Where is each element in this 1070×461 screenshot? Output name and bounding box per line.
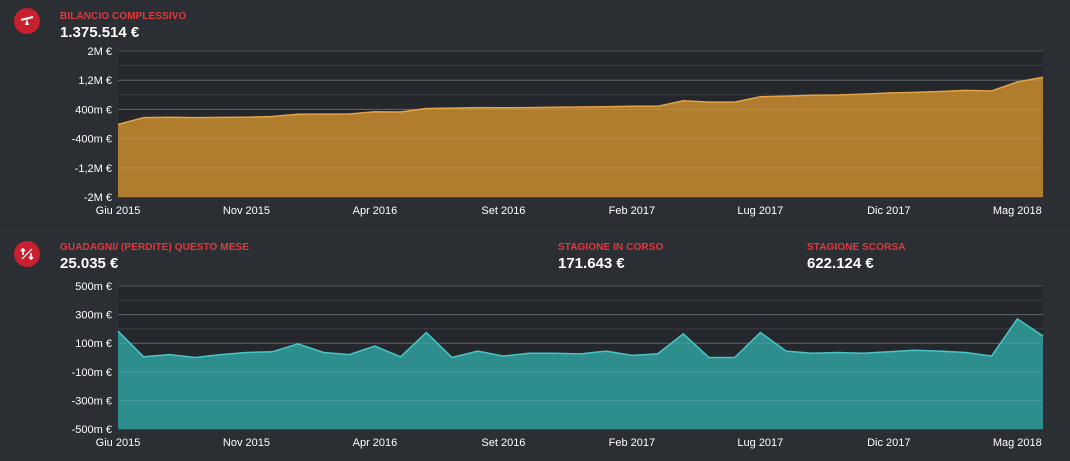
x-tick-label: Set 2016	[481, 205, 525, 217]
x-tick-label: Nov 2015	[223, 205, 270, 217]
x-tick-label: Set 2016	[481, 437, 525, 449]
y-tick-label: 1,2M €	[78, 75, 112, 87]
x-tick-label: Nov 2015	[223, 437, 270, 449]
y-tick-label: -1,2M €	[75, 163, 112, 175]
x-tick-label: Dic 2017	[867, 437, 910, 449]
income-section: GUADAGNI/ (PERDITE) QUESTO MESE 25.035 €…	[0, 230, 1070, 461]
x-tick-label: Giu 2015	[96, 437, 141, 449]
balance-section: BILANCIO COMPLESSIVO 1.375.514 € 2M €1,2…	[0, 0, 1070, 230]
y-tick-label: 500m €	[75, 281, 112, 293]
y-tick-label: -400m €	[72, 134, 112, 146]
x-tick-label: Feb 2017	[609, 437, 655, 449]
x-tick-label: Lug 2017	[737, 437, 783, 449]
y-tick-label: -100m €	[72, 367, 112, 379]
y-tick-label: 400m €	[75, 104, 112, 116]
x-tick-label: Mag 2018	[993, 437, 1042, 449]
y-tick-label: 300m €	[75, 310, 112, 322]
x-tick-label: Lug 2017	[737, 205, 783, 217]
x-tick-label: Dic 2017	[867, 205, 910, 217]
y-tick-label: -2M €	[84, 192, 112, 204]
x-tick-label: Apr 2016	[353, 437, 398, 449]
y-tick-label: -500m €	[72, 424, 112, 436]
income-chart: 500m € 300m € 100m € -100m € -300m € -500m €G…	[0, 231, 1070, 461]
y-tick-label: 2M €	[88, 46, 112, 58]
x-tick-label: Feb 2017	[609, 205, 655, 217]
y-tick-label: -300m €	[72, 395, 112, 407]
x-tick-label: Giu 2015	[96, 205, 141, 217]
balance-chart: 2M € 1,2M € 400m € -400m € -1,2M € -2M €Giu 2…	[0, 0, 1070, 230]
x-tick-label: Apr 2016	[353, 205, 398, 217]
x-tick-label: Mag 2018	[993, 205, 1042, 217]
y-tick-label: 100m €	[75, 338, 112, 350]
